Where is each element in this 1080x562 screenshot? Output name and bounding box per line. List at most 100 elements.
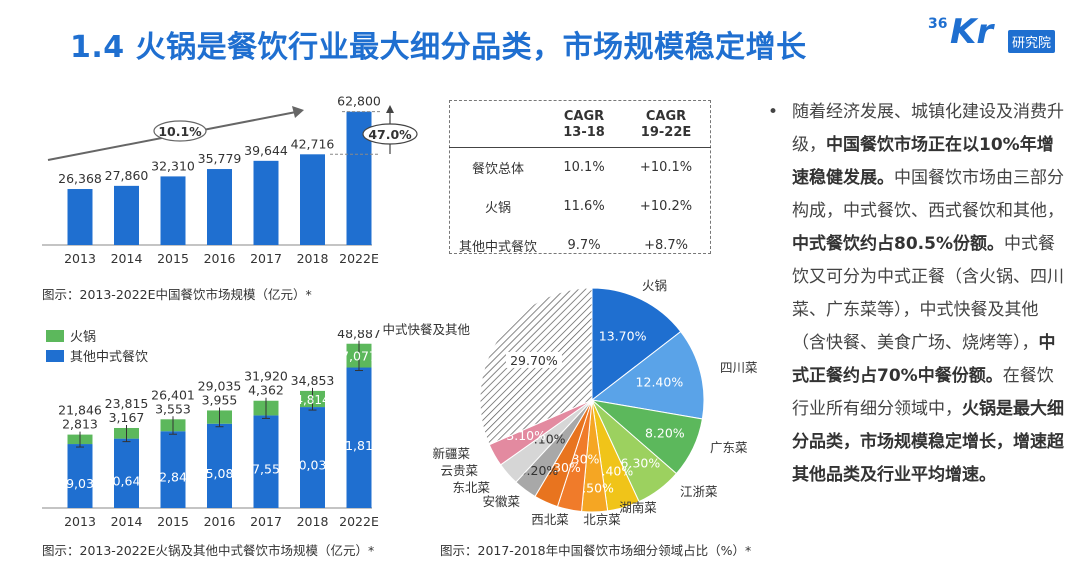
bar-value-label: 42,716 <box>291 136 335 151</box>
summary-highlight: 中国餐饮市场正在以10%年增速稳健发展。 <box>792 135 1054 188</box>
legend-label-hotpot: 火锅 <box>70 330 97 345</box>
cagr-header-13-18: CAGR 13-18 <box>547 103 622 148</box>
bar <box>253 160 279 245</box>
summary-paragraph: • 随着经济发展、城镇化建设及消费升级，中国餐饮市场正在以10%年增速稳健发展。… <box>768 96 1068 492</box>
pie-category-label: 中式快餐及其他 <box>382 322 470 337</box>
pie-category-label: 四川菜 <box>720 360 758 375</box>
cagr-h2b: 19-22E <box>640 125 692 140</box>
cagr-header-19-22e: CAGR 19-22E <box>621 103 711 148</box>
bar-value-label: 27,860 <box>105 168 149 183</box>
cagr-row: 火锅 11.6% +10.2% <box>449 187 711 226</box>
other-value-label: 22,848 <box>151 470 195 485</box>
bar <box>160 176 186 245</box>
total-label: 26,401 <box>151 387 195 402</box>
other-value-label: 25,080 <box>198 466 242 481</box>
total-label: 23,815 <box>105 396 149 411</box>
summary-highlight: 中式正餐约占70%中餐份额。 <box>792 333 1056 386</box>
bar-other <box>300 407 325 508</box>
total-label: 48,887 <box>337 330 380 341</box>
hotpot-value-label: 3,955 <box>202 392 238 407</box>
cuisine-share-pie-chart: 13.70% 火锅 12.40% 四川菜 8.20% 广东菜 6.30% 江浙菜 4.40% 湖南… <box>382 278 758 527</box>
x-tick-label: 2013 <box>64 514 96 529</box>
summary-highlight: 中式餐饮约占80.5%份额。 <box>792 234 1004 254</box>
x-tick-label: 2016 <box>204 514 236 529</box>
x-tick-label: 2015 <box>157 251 189 266</box>
cagr-cell: 10.1% <box>563 160 605 175</box>
pie-value-label: 6.30% <box>621 456 661 471</box>
hotpot-value-label: 2,813 <box>62 417 98 432</box>
other-value-label: 27,558 <box>244 462 288 477</box>
hotpot-value-label: 4,362 <box>248 383 284 398</box>
cagr-header-row: CAGR 13-18 CAGR 19-22E <box>449 103 711 148</box>
pie-slice <box>590 330 705 420</box>
bar-value-label: 35,779 <box>198 151 242 166</box>
jump-label: 47.0% <box>368 127 412 142</box>
summary-run: 中式餐饮又可分为中式正餐（含火锅、四川菜、广东菜等），中式快餐及其他（含快餐、美… <box>792 234 1064 353</box>
bar-other <box>346 367 372 508</box>
pie-value-label: 12.40% <box>636 374 684 389</box>
chart2-caption: 图示：2013-2022E火锅及其他中式餐饮市场规模（亿元）* <box>42 543 375 558</box>
x-tick-label: 2022E <box>339 251 379 266</box>
brand-logo: 36 Kr 研究院 <box>928 12 1068 58</box>
pie-slice <box>591 287 682 402</box>
pie-category-label: 新疆菜 <box>432 446 470 461</box>
x-tick-label: 2022E <box>339 514 379 529</box>
cagr-cell: 11.6% <box>563 199 605 214</box>
other-value-label: 30,039 <box>291 458 335 473</box>
bar <box>67 189 93 245</box>
bar-other <box>207 423 232 508</box>
pie-category-label: 湖南菜 <box>619 500 657 515</box>
x-tick-label: 2018 <box>297 251 329 266</box>
logo-letters: Kr <box>950 12 994 52</box>
total-label: 21,846 <box>58 403 102 418</box>
cagr-cell: +8.7% <box>644 238 688 253</box>
growth-rate-label: 10.1% <box>158 124 202 139</box>
pie-value-label: 8.20% <box>645 426 685 441</box>
cagr-h1a: CAGR <box>563 109 605 124</box>
total-label: 29,035 <box>198 378 242 393</box>
summary-run: 随着经济发展、城镇化建设及消费升级， <box>792 102 1064 155</box>
other-value-label: 20,648 <box>105 473 149 488</box>
hotpot-value-label: 7,077 <box>341 349 377 364</box>
total-label: 34,853 <box>291 373 335 388</box>
pie-value-label: 4.40% <box>594 464 634 479</box>
pie-label-bg <box>505 351 562 368</box>
bar-other <box>67 444 93 508</box>
cagr-table: CAGR 13-18 CAGR 19-22E 餐饮总体 10.1% +10.1%… <box>449 103 711 265</box>
bar <box>114 185 139 245</box>
cagr-h2a: CAGR <box>645 109 687 124</box>
bar-other <box>114 438 139 508</box>
hotpot-value-label: 3,167 <box>109 410 145 425</box>
legend-label-other: 其他中式餐饮 <box>70 350 149 365</box>
other-value-label: 41,810 <box>337 438 380 453</box>
growth-arrow-head <box>292 106 304 118</box>
jump-badge <box>362 123 418 145</box>
x-tick-label: 2017 <box>250 514 282 529</box>
pie-category-label: 云贵菜 <box>440 463 478 478</box>
page-title: 1.4 火锅是餐饮行业最大细分品类，市场规模稳定增长 <box>70 30 807 65</box>
summary-run: 在餐饮行业所有细分领域中， <box>792 366 1054 419</box>
x-tick-label: 2014 <box>111 514 143 529</box>
cagr-cell: 9.7% <box>567 238 601 253</box>
summary-highlight: 火锅是最大细分品类，市场规模稳定增长，增速超其他品类及行业平均增速。 <box>792 399 1064 485</box>
jump-annotation: 47.0% <box>362 105 418 154</box>
logo-number: 36 <box>928 16 948 32</box>
pie-category-label: 火锅 <box>642 278 667 293</box>
jump-arrow-head <box>386 105 394 113</box>
x-tick-label: 2018 <box>297 514 329 529</box>
cagr-row: 其他中式餐饮 9.7% +8.7% <box>449 226 711 265</box>
pie-value-label: 13.70% <box>599 329 647 344</box>
market-size-bar-chart: 26,368 2013 27,860 2014 32,310 2015 35,779 2016… <box>42 94 380 266</box>
legend-swatch-other <box>46 349 64 362</box>
pie-category-label: 东北菜 <box>452 480 490 495</box>
cagr-row-label: 其他中式餐饮 <box>458 240 537 255</box>
x-tick-label: 2015 <box>157 514 189 529</box>
logo-tag: 研究院 <box>1008 30 1056 53</box>
cagr-row-label: 火锅 <box>484 201 511 216</box>
cagr-row: 餐饮总体 10.1% +10.1% <box>449 148 711 188</box>
bar-value-label: 62,800 <box>337 94 380 109</box>
bar-value-label: 39,644 <box>244 143 288 158</box>
other-value-label: 19,033 <box>58 476 102 491</box>
pie-value-label: 29.70% <box>510 353 558 368</box>
